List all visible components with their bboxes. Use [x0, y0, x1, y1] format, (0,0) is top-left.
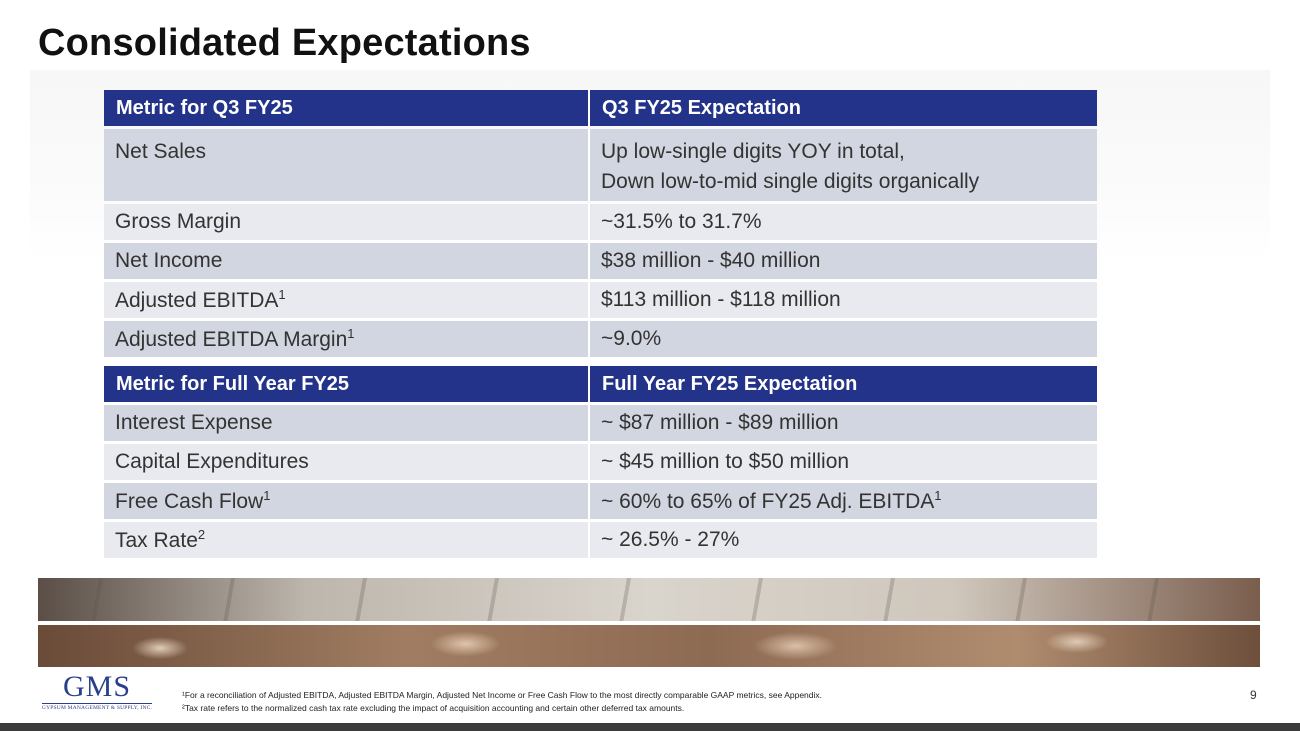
- metric-cell: Adjusted EBITDA Margin1: [104, 321, 590, 357]
- building-materials-photo-band: [38, 625, 1260, 667]
- full-year-expectations-table: Metric for Full Year FY25 Full Year FY25…: [104, 363, 1097, 561]
- expectation-cell: ~ 26.5% - 27%: [590, 522, 1097, 558]
- metric-cell: Tax Rate2: [104, 522, 590, 558]
- page-number: 9: [1250, 688, 1257, 702]
- logo-subtitle: GYPSUM MANAGEMENT & SUPPLY, INC.: [41, 705, 153, 711]
- expectation-cell: $113 million - $118 million: [590, 282, 1097, 318]
- expectation-cell: ~ 60% to 65% of FY25 Adj. EBITDA1: [590, 483, 1097, 519]
- metric-cell: Gross Margin: [104, 204, 590, 240]
- expectation-cell: ~9.0%: [590, 321, 1097, 357]
- table-row: Net Income $38 million - $40 million: [104, 243, 1097, 279]
- table-row: Gross Margin ~31.5% to 31.7%: [104, 204, 1097, 240]
- table-header-row: Metric for Full Year FY25 Full Year FY25…: [104, 366, 1097, 402]
- table-row: Net Sales Up low-single digits YOY in to…: [104, 129, 1097, 201]
- table-row: Free Cash Flow1 ~ 60% to 65% of FY25 Adj…: [104, 483, 1097, 519]
- column-header-expectation: Full Year FY25 Expectation: [590, 366, 1097, 402]
- metric-cell: Capital Expenditures: [104, 444, 590, 480]
- table-row: Adjusted EBITDA1 $113 million - $118 mil…: [104, 282, 1097, 318]
- logo-rule: [42, 703, 152, 704]
- footnote-1: ¹For a reconciliation of Adjusted EBITDA…: [182, 690, 822, 700]
- metric-cell: Net Sales: [104, 129, 590, 201]
- footnote-2: ²Tax rate refers to the normalized cash …: [182, 703, 685, 713]
- table-header-row: Metric for Q3 FY25 Q3 FY25 Expectation: [104, 90, 1097, 126]
- expectation-cell: Up low-single digits YOY in total, Down l…: [590, 129, 1097, 201]
- q3-expectations-table: Metric for Q3 FY25 Q3 FY25 Expectation N…: [104, 87, 1097, 360]
- column-header-expectation: Q3 FY25 Expectation: [590, 90, 1097, 126]
- page-title: Consolidated Expectations: [38, 22, 531, 64]
- expectation-cell: $38 million - $40 million: [590, 243, 1097, 279]
- column-header-metric: Metric for Full Year FY25: [104, 366, 590, 402]
- footnotes: ¹For a reconciliation of Adjusted EBITDA…: [182, 689, 1182, 715]
- expectation-cell: ~ $87 million - $89 million: [590, 405, 1097, 441]
- expectation-cell: ~31.5% to 31.7%: [590, 204, 1097, 240]
- metric-cell: Interest Expense: [104, 405, 590, 441]
- metric-cell: Free Cash Flow1: [104, 483, 590, 519]
- gms-logo: GMS GYPSUM MANAGEMENT & SUPPLY, INC.: [36, 672, 158, 712]
- metric-cell: Adjusted EBITDA1: [104, 282, 590, 318]
- column-header-metric: Metric for Q3 FY25: [104, 90, 590, 126]
- metric-cell: Net Income: [104, 243, 590, 279]
- bottom-bar: [0, 723, 1300, 731]
- table-row: Adjusted EBITDA Margin1 ~9.0%: [104, 321, 1097, 357]
- ceiling-photo-band: [38, 578, 1260, 621]
- logo-wordmark: GMS: [62, 670, 132, 703]
- table-row: Capital Expenditures ~ $45 million to $5…: [104, 444, 1097, 480]
- expectation-cell: ~ $45 million to $50 million: [590, 444, 1097, 480]
- table-row: Tax Rate2 ~ 26.5% - 27%: [104, 522, 1097, 558]
- table-row: Interest Expense ~ $87 million - $89 mil…: [104, 405, 1097, 441]
